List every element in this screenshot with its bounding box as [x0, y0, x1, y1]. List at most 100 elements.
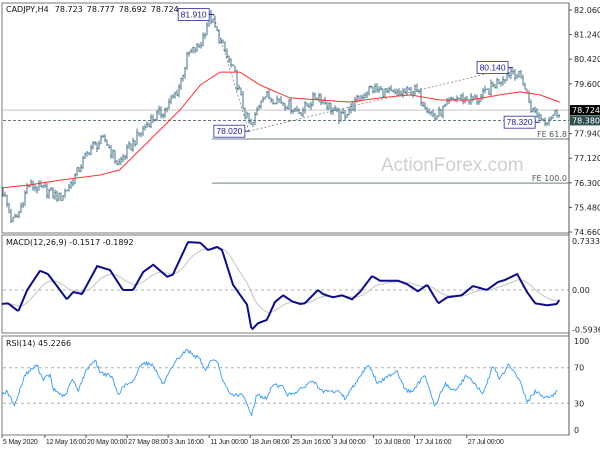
price-bar	[214, 15, 217, 28]
price-bar	[90, 144, 93, 156]
price-bar	[132, 137, 135, 152]
x-tick-label: 20 May 00:00	[87, 439, 127, 446]
price-bar	[84, 152, 87, 160]
fib-level-label: FE 61.8	[537, 130, 567, 139]
price-bar	[302, 107, 305, 118]
price-bar	[64, 188, 67, 198]
price-bar	[248, 112, 251, 124]
price-bar	[282, 102, 285, 107]
price-bar	[58, 192, 61, 202]
price-bar	[234, 65, 237, 72]
price-bar	[418, 89, 421, 94]
price-bar	[434, 112, 437, 121]
price-bar	[80, 164, 83, 173]
price-bar	[528, 90, 531, 103]
price-bar	[294, 107, 297, 113]
price-bar	[36, 186, 39, 194]
price-bar	[54, 189, 57, 200]
price-bar	[534, 106, 537, 114]
y-tick-label: 79.600	[574, 80, 600, 89]
price-bar	[280, 96, 283, 104]
price-bar	[12, 216, 15, 223]
x-tick-label: 3 Jul 00:00	[333, 439, 365, 446]
price-bar	[242, 91, 245, 110]
price-bar	[368, 85, 371, 96]
annotation-box	[213, 124, 246, 138]
price-bar	[446, 98, 449, 106]
price-bar	[388, 86, 391, 94]
x-tick-label: 18 Jun 08:00	[251, 439, 289, 446]
price-bar	[554, 109, 557, 116]
price-bar	[298, 108, 301, 114]
price-bar	[490, 79, 493, 97]
price-bar	[172, 93, 175, 99]
x-tick-label: 3 Jun 16:00	[169, 439, 204, 446]
price-bar	[292, 109, 295, 114]
price-bar	[338, 108, 341, 124]
price-bar	[194, 47, 197, 54]
x-tick-label: 17 Jul 16:00	[416, 439, 452, 446]
price-bar	[60, 192, 63, 202]
price-bar	[536, 108, 539, 118]
macd-title: MACD(12,26,9) -0.1517 -0.1892	[6, 238, 134, 247]
price-bar	[224, 41, 227, 52]
price-bar	[166, 107, 169, 113]
price-bar	[218, 29, 221, 44]
price-bar	[116, 160, 119, 166]
current-price-box	[570, 105, 600, 116]
price-bar	[392, 89, 395, 93]
price-bar	[458, 97, 461, 100]
y-tick-label: 80.420	[574, 55, 600, 64]
x-tick-label: 27 Jul 00:00	[468, 439, 504, 446]
price-bar	[512, 68, 515, 75]
price-bar	[384, 88, 387, 97]
price-bar	[456, 95, 459, 103]
price-bar	[436, 115, 439, 120]
price-bar	[558, 114, 561, 118]
axes-layer: 82.060 81.240 80.420 79.600 77.940 77.120 76.3…	[1, 3, 600, 446]
price-bar	[334, 105, 337, 112]
fib-level-label: FE 100.0	[532, 174, 567, 183]
price-bar	[114, 150, 117, 164]
price-bar	[268, 88, 271, 100]
y-tick-label: 75.480	[574, 203, 600, 212]
price-bar	[276, 95, 279, 105]
price-bar	[486, 88, 489, 91]
price-bar	[154, 118, 157, 122]
price-bar	[538, 112, 541, 120]
price-bar	[160, 106, 163, 119]
price-bar	[422, 101, 425, 108]
price-bar	[408, 87, 411, 91]
y-tick-label: 82.060	[574, 6, 600, 15]
price-bar	[128, 141, 131, 149]
price-bar	[552, 114, 555, 119]
price-bar	[122, 154, 125, 163]
macd-tick-label: 0.00	[572, 286, 590, 295]
price-bar	[86, 151, 89, 157]
price-bar	[382, 88, 385, 98]
price-bar	[4, 191, 7, 197]
price-bar	[230, 58, 233, 68]
price-bar	[516, 73, 519, 79]
price-bar	[250, 118, 253, 125]
rsi-tick-label: 70	[574, 364, 584, 373]
price-bar	[342, 109, 345, 115]
price-bar	[284, 103, 287, 111]
price-bar	[550, 115, 553, 121]
x-tick-label: 11 Jun 00:00	[210, 439, 248, 446]
price-bar	[428, 108, 431, 115]
price-bar	[146, 121, 149, 128]
annotation-label: 80.140	[480, 63, 506, 73]
price-bar	[178, 83, 181, 98]
price-bar	[228, 55, 231, 64]
price-bar	[340, 110, 343, 122]
price-bar	[104, 134, 107, 143]
price-bar	[252, 122, 255, 127]
rsi-title: RSI(14) 45.2266	[6, 339, 71, 348]
price-bar	[98, 140, 101, 150]
price-bar	[212, 18, 215, 24]
annotation-box	[177, 8, 210, 21]
price-bar	[78, 167, 81, 173]
price-bar	[330, 102, 333, 115]
price-bar	[346, 114, 349, 119]
